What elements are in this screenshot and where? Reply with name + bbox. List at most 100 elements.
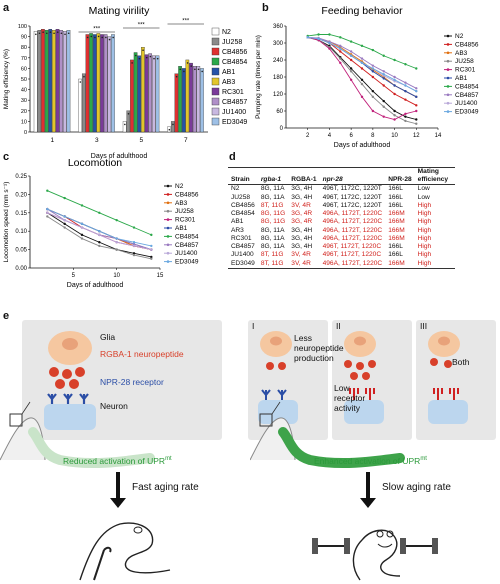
table-cell: 496T, 1172T, 1220C [322,243,382,251]
table-cell: 3V, 4R [288,259,320,269]
legend-label: RC301 [175,217,196,224]
data-point [404,81,407,84]
data-point [138,57,141,60]
data-point [393,109,396,113]
bar [155,55,160,133]
legend-swatch [211,27,220,36]
locomotion-chart: Locomotion 0.00 0.05 0.10 0.15 0.20 0.25 5 10 15 L… [3,157,199,289]
legend-swatch [211,107,220,116]
x-axis-label: Days of adulthood [334,142,391,149]
dumbbell-right-icon [400,538,438,554]
bar [59,30,63,133]
bar [55,29,60,133]
data-point [132,253,136,257]
y-axis-label: Locomotion speed (mm s⁻¹) [3,182,10,263]
legend-swatch [211,97,220,106]
receptor-blue-icon [261,389,287,400]
table-header-row: Strain rgba-1 RGBA-1 npr-28 NPR-28 Mating eff… [228,166,455,186]
receptor-red-icon [349,388,375,400]
table-cell: 166L [388,201,403,209]
bar [152,55,156,133]
table-cell: 3G, 4H [291,243,313,251]
data-point [80,233,84,237]
bar [33,31,38,133]
y-tick-label: 0 [24,130,27,136]
data-point [149,55,152,58]
data-point [179,68,182,71]
y-tick-label: 240 [273,58,284,64]
table-cell: High [417,234,432,242]
data-point [63,226,66,229]
legend-marker [166,243,170,247]
significance-marker: *** [138,23,146,29]
y-tick-label: 90 [21,35,27,41]
table-header-cell: NPR-28 [385,166,415,186]
table-header-cell: npr-28 [319,166,386,186]
bar [66,30,71,133]
legend-marker [166,251,170,255]
y-tick-label: 0.15 [15,211,27,217]
legend-label: N2 [455,33,464,40]
data-point [86,36,89,39]
data-point [415,104,418,107]
legend-marker [446,76,450,80]
table-cell: 496T, 1172C, 1220T [322,201,382,209]
bar [41,29,45,133]
data-point [145,56,148,59]
legend-marker [446,85,450,88]
data-point [132,252,136,255]
outcome-slow-aging: Slow aging rate [382,482,451,493]
data-point [382,115,385,118]
table-header-cell: Mating efficiency [414,166,455,186]
data-point [360,67,364,70]
y-tick-label: 70 [21,56,27,62]
bar [148,53,152,133]
bar [126,110,131,133]
table-cell: 8G, 11A [260,234,285,242]
x-tick-label: 12 [413,133,420,139]
data-point [415,118,418,121]
legend-label: ED3049 [175,259,199,266]
legend-glia: Glia [100,332,116,342]
legend-label: RC301 [222,89,244,96]
data-point [80,222,84,226]
mechanism-1-text: Less neuropeptide production [294,333,344,363]
data-point [124,123,126,126]
data-point [360,44,364,48]
data-point [360,95,364,99]
table-cell: 3V, 4R [291,251,311,259]
table-cell: 166L [388,251,403,259]
data-point [382,77,385,80]
bar [81,73,86,133]
chart-title: Mating virility [89,5,150,17]
data-point [371,70,375,73]
data-point [98,244,101,248]
data-point [371,75,375,79]
data-point [134,54,137,57]
bar [89,33,93,133]
x-axis-label: Days of adulthood [67,282,124,289]
data-point [108,38,111,41]
table-cell: High [417,243,432,251]
data-point [415,122,418,125]
table-cell: 8G, 11A [260,243,285,251]
data-point [115,248,118,251]
y-tick-label: 120 [273,92,284,98]
upr-reduced-text: Reduced activation of UPRmt [63,455,172,466]
data-point [35,33,37,36]
bar [178,66,182,133]
bar [144,54,149,133]
worm-right-intestine [278,427,405,469]
legend-label: ED3049 [222,119,247,126]
table-cell: CB4856 [231,201,255,209]
table-row: CB4854 8G, 11G 3G, 4R 496A, 1172T, 1220C 166… [228,210,455,218]
y-tick-label: 10 [21,119,27,125]
data-point [90,35,93,38]
data-point [415,89,418,93]
x-axis-label: Days of adulthood [91,153,148,160]
table-cell: 8T, 11G [260,201,284,209]
data-point [46,211,49,214]
data-point [150,257,153,260]
data-point [79,81,82,83]
data-point [415,95,418,99]
